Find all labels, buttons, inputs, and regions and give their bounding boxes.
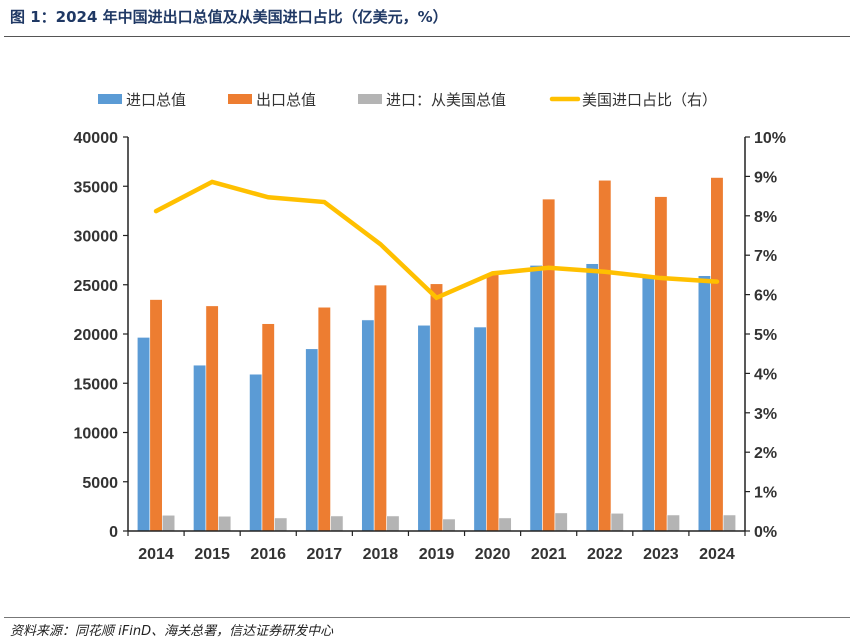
bar-2-2019 (442, 518, 456, 532)
bar-1-2018 (373, 284, 387, 532)
left-tick-label: 15000 (74, 376, 119, 393)
left-tick-label: 40000 (74, 130, 119, 147)
bar-0-2020 (473, 326, 487, 532)
legend-swatch-1 (228, 94, 252, 104)
bar-0-2014 (136, 337, 151, 532)
x-tick-label: 2017 (307, 546, 343, 563)
right-tick-label: 7% (754, 248, 777, 265)
bar-0-2019 (417, 324, 431, 532)
bar-1-2016 (261, 323, 275, 532)
legend-label-3: 美国进口占比（右） (582, 91, 717, 109)
right-tick-label: 5% (754, 327, 777, 344)
left-tick-label: 30000 (74, 229, 119, 246)
legend-swatch-2 (358, 94, 382, 104)
bar-2-2017 (330, 515, 344, 532)
right-tick-label: 4% (754, 366, 777, 383)
x-tick-label: 2020 (475, 546, 511, 563)
bar-1-2017 (317, 306, 331, 532)
line-series-us-share (153, 179, 720, 301)
right-tick-label: 6% (754, 288, 777, 305)
source-note: 资料来源：同花顺 iFinD、海关总署，信达证券研发中心 (10, 624, 334, 639)
bar-0-2015 (193, 364, 207, 532)
left-tick-label: 5000 (82, 475, 118, 492)
bar-2-2022 (610, 512, 624, 532)
x-tick-label: 2018 (363, 546, 399, 563)
bar-1-2019 (429, 283, 444, 532)
bar-2-2021 (554, 512, 568, 532)
legend-label-2: 进口：从美国总值 (386, 91, 506, 109)
bar-0-2022 (585, 263, 599, 532)
x-tick-label: 2016 (250, 546, 286, 563)
right-tick-label: 9% (754, 169, 777, 186)
bar-2-2018 (386, 515, 400, 532)
figure-title: 图 1：2024 年中国进出口总值及从美国进口占比（亿美元，%） (10, 8, 448, 26)
bar-0-2023 (641, 276, 655, 532)
left-tick-label: 10000 (74, 426, 119, 443)
bar-1-2021 (542, 198, 556, 532)
x-tick-label: 2014 (138, 546, 174, 563)
right-tick-label: 0% (754, 524, 777, 541)
x-tick-label: 2019 (419, 546, 455, 563)
bar-2-2015 (218, 515, 232, 532)
bar-0-2017 (305, 348, 319, 532)
bar-1-2023 (654, 196, 668, 532)
bar-0-2018 (361, 319, 375, 532)
x-tick-label: 2022 (587, 546, 623, 563)
bar-0-2021 (529, 265, 543, 532)
bar-0-2024 (697, 275, 712, 532)
right-tick-label: 2% (754, 445, 777, 462)
x-tick-label: 2021 (531, 546, 567, 563)
x-tick-label: 2023 (643, 546, 679, 563)
bar-2-2024 (722, 514, 737, 532)
title-divider (4, 36, 850, 37)
bar-2-2020 (498, 517, 512, 532)
left-tick-label: 25000 (74, 278, 119, 295)
bar-1-2014 (149, 299, 163, 532)
bar-1-2024 (710, 177, 724, 532)
right-tick-label: 3% (754, 406, 777, 423)
bar-2-2014 (161, 514, 176, 532)
bar-1-2015 (205, 305, 219, 532)
legend-swatch-0 (98, 94, 122, 104)
x-tick-label: 2024 (699, 546, 735, 563)
bar-2-2016 (274, 517, 288, 532)
bar-2-2023 (666, 514, 680, 532)
right-tick-label: 10% (754, 130, 786, 147)
right-tick-label: 1% (754, 485, 777, 502)
bar-0-2016 (249, 373, 263, 532)
right-tick-label: 8% (754, 209, 777, 226)
legend-label-1: 出口总值 (256, 91, 316, 109)
left-tick-label: 0 (109, 524, 118, 541)
bar-1-2020 (486, 273, 500, 532)
x-tick-label: 2015 (194, 546, 230, 563)
bar-1-2022 (598, 179, 612, 532)
legend-label-0: 进口总值 (126, 91, 186, 109)
left-tick-label: 35000 (74, 179, 119, 196)
source-divider (4, 617, 850, 618)
left-tick-label: 20000 (74, 327, 119, 344)
